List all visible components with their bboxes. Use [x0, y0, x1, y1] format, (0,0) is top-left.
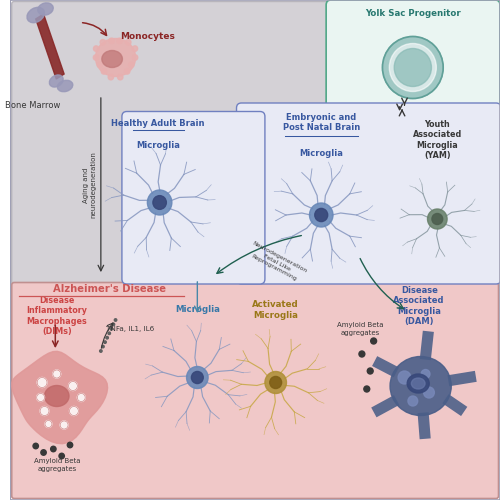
Circle shape [108, 332, 110, 334]
Text: Microglia: Microglia [175, 306, 220, 314]
FancyBboxPatch shape [122, 112, 265, 284]
Circle shape [68, 442, 72, 448]
Circle shape [421, 370, 430, 378]
Circle shape [94, 54, 98, 60]
Circle shape [106, 336, 108, 339]
Circle shape [101, 68, 106, 74]
FancyBboxPatch shape [236, 103, 500, 284]
Circle shape [368, 368, 373, 374]
Text: Neurodegeneration
Fetal Like
Reprogramming: Neurodegeneration Fetal Like Reprogrammi… [246, 241, 308, 284]
Circle shape [315, 208, 328, 222]
Text: Microglia: Microglia [136, 140, 180, 149]
Circle shape [78, 394, 85, 402]
Ellipse shape [407, 374, 429, 393]
Text: Yolk Sac Progenitor: Yolk Sac Progenitor [365, 10, 460, 18]
FancyArrowPatch shape [442, 394, 468, 416]
FancyArrowPatch shape [372, 356, 399, 378]
Circle shape [192, 372, 203, 384]
Circle shape [117, 38, 122, 44]
Circle shape [394, 48, 432, 86]
Circle shape [153, 196, 166, 209]
FancyArrowPatch shape [371, 395, 400, 417]
Circle shape [398, 371, 411, 384]
Circle shape [432, 214, 442, 224]
Ellipse shape [38, 3, 53, 15]
Ellipse shape [27, 8, 44, 22]
Circle shape [97, 62, 102, 68]
Circle shape [132, 46, 138, 52]
Text: Amyloid Beta
aggregates: Amyloid Beta aggregates [337, 322, 384, 336]
Ellipse shape [58, 80, 73, 92]
Circle shape [33, 443, 38, 449]
Circle shape [60, 421, 68, 429]
Circle shape [100, 40, 105, 45]
Circle shape [265, 372, 286, 394]
Circle shape [114, 319, 117, 322]
Circle shape [132, 54, 138, 60]
Circle shape [104, 341, 106, 344]
Circle shape [41, 450, 46, 455]
Circle shape [112, 323, 114, 326]
Circle shape [110, 328, 112, 330]
Ellipse shape [102, 50, 122, 68]
FancyArrowPatch shape [418, 412, 430, 440]
Circle shape [310, 203, 333, 227]
Text: Disease
Associated
Microglia
(DAM): Disease Associated Microglia (DAM) [394, 286, 445, 326]
Circle shape [370, 338, 376, 344]
Circle shape [100, 350, 102, 352]
Circle shape [424, 387, 434, 398]
Circle shape [390, 44, 436, 92]
Ellipse shape [390, 356, 452, 416]
Circle shape [36, 394, 44, 402]
Circle shape [37, 378, 47, 388]
Circle shape [70, 406, 78, 416]
Circle shape [124, 68, 130, 74]
Circle shape [128, 62, 134, 68]
FancyBboxPatch shape [326, 0, 500, 110]
Circle shape [118, 74, 123, 80]
Circle shape [364, 386, 370, 392]
Circle shape [126, 40, 131, 45]
Text: Youth
Associated
Microglia
(YAM): Youth Associated Microglia (YAM) [412, 120, 462, 160]
Polygon shape [12, 352, 108, 444]
Text: Aging and
neurodegeneration: Aging and neurodegeneration [83, 152, 96, 218]
Circle shape [102, 346, 104, 348]
Circle shape [68, 382, 78, 390]
Text: Amyloid Beta
aggregates: Amyloid Beta aggregates [34, 458, 80, 471]
Text: Healthy Adult Brain: Healthy Adult Brain [112, 120, 205, 128]
Text: Microglia: Microglia [300, 150, 343, 158]
Circle shape [94, 46, 99, 52]
Circle shape [40, 406, 49, 416]
Circle shape [359, 351, 365, 357]
Circle shape [109, 38, 114, 44]
Text: Bone Marrow: Bone Marrow [4, 100, 60, 110]
Ellipse shape [50, 75, 63, 87]
Text: Disease
Inflammatory
Macrophages
(DIMs): Disease Inflammatory Macrophages (DIMs) [26, 296, 88, 336]
Circle shape [186, 366, 208, 388]
Circle shape [50, 446, 56, 452]
Circle shape [270, 376, 281, 388]
FancyArrowPatch shape [420, 330, 434, 360]
Text: Embryonic and
Post Natal Brain: Embryonic and Post Natal Brain [282, 113, 360, 132]
Text: Alzheimer's Disease: Alzheimer's Disease [54, 284, 166, 294]
Circle shape [148, 190, 172, 215]
Text: TNFa, IL1, IL6: TNFa, IL1, IL6 [106, 326, 154, 332]
Circle shape [382, 36, 443, 98]
Circle shape [408, 396, 418, 406]
Ellipse shape [96, 38, 136, 76]
FancyBboxPatch shape [12, 282, 498, 498]
Circle shape [45, 420, 52, 428]
Ellipse shape [412, 378, 425, 389]
Text: Monocytes: Monocytes [120, 32, 175, 40]
Circle shape [108, 74, 114, 80]
Circle shape [59, 453, 64, 459]
FancyArrowPatch shape [448, 371, 476, 386]
Circle shape [428, 209, 447, 229]
Polygon shape [36, 14, 64, 79]
FancyBboxPatch shape [12, 2, 498, 285]
Text: Activated
Microglia: Activated Microglia [252, 300, 299, 320]
Circle shape [53, 370, 60, 378]
Ellipse shape [44, 386, 69, 406]
